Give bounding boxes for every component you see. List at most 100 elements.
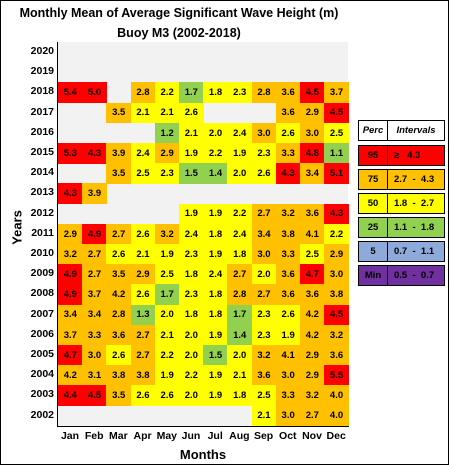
heatmap-cell: 2.5 — [251, 385, 277, 407]
heatmap-cell: 1.7 — [227, 304, 253, 326]
y-axis-line — [57, 42, 58, 427]
y-tick-label: 2013 — [30, 186, 54, 199]
heatmap-cell: 2.6 — [130, 385, 156, 407]
heatmap-cell: 1.9 — [154, 244, 180, 265]
heatmap-cell: 1.9 — [203, 385, 228, 407]
heatmap-cell: 1.9 — [203, 203, 228, 225]
heatmap-cell: 2.6 — [275, 304, 301, 326]
heatmap-cell: 1.3 — [130, 304, 156, 326]
heatmap-cell: 2.0 — [251, 264, 277, 285]
heatmap-cell: 4.5 — [324, 304, 349, 326]
heatmap-cell: 4.2 — [106, 284, 132, 306]
heatmap-cell: 3.3 — [82, 324, 107, 346]
x-axis-title: Months — [179, 447, 227, 462]
heatmap-cell: 2.1 — [154, 324, 180, 346]
heatmap-cell: 3.9 — [82, 183, 107, 205]
heatmap-cell: 2.4 — [227, 122, 253, 144]
heatmap-cell: 2.3 — [154, 163, 180, 184]
x-tick-label: Sep — [253, 430, 274, 442]
heatmap-cell: 2.0 — [179, 324, 204, 346]
heatmap-cell: 2.6 — [106, 244, 132, 265]
heatmap-cell: 3.6 — [275, 102, 301, 124]
heatmap-cell: 3.0 — [82, 345, 107, 366]
heatmap-cell: 2.5 — [130, 163, 156, 184]
heatmap-cell: 2.9 — [130, 264, 156, 285]
heatmap-cell: 2.9 — [300, 102, 325, 124]
heatmap-cell: 2.7 — [251, 284, 277, 306]
y-tick-label: 2010 — [30, 247, 54, 259]
legend-perc: Min — [358, 265, 388, 286]
heatmap-cell: 2.0 — [203, 122, 228, 144]
heatmap-cell: 2.6 — [106, 345, 132, 366]
y-tick-label: 2020 — [30, 45, 54, 57]
heatmap-cell: 2.9 — [324, 244, 349, 265]
heatmap-cell: 2.5 — [300, 244, 325, 265]
heatmap-cell: 2.1 — [227, 365, 253, 386]
legend-interval: 1.1 - 1.8 — [388, 217, 445, 238]
heatmap-cell: 4.3 — [275, 163, 301, 184]
heatmap-cell: 3.2 — [275, 203, 301, 225]
y-tick-label: 2002 — [30, 408, 54, 421]
heatmap-cell: 2.8 — [227, 284, 253, 306]
legend-interval: 2.7 - 4.3 — [388, 169, 445, 190]
y-axis-title: Years — [9, 210, 25, 245]
legend-interval: 0.5 - 0.7 — [388, 265, 445, 286]
heatmap-cell: 2.6 — [251, 163, 277, 184]
heatmap-cell: 2.0 — [179, 345, 204, 366]
heatmap-cell: 1.8 — [227, 244, 253, 265]
heatmap-cell: 2.2 — [154, 82, 180, 104]
x-tick-label: Jan — [60, 430, 80, 442]
legend-interval: 0.7 - 1.1 — [388, 241, 445, 262]
heatmap-cell: 3.8 — [275, 223, 301, 245]
heatmap-cell: 2.6 — [179, 102, 204, 124]
y-tick-label: 2003 — [30, 388, 54, 401]
heatmap-cell: 2.2 — [179, 365, 204, 386]
heatmap-cell: 1.4 — [203, 163, 228, 184]
heatmap-cell: 2.6 — [130, 284, 156, 306]
y-tick-label: 2005 — [30, 348, 54, 360]
heatmap-cell: 2.1 — [130, 102, 156, 124]
legend-header: Perc Intervals — [358, 120, 445, 141]
legend-perc: 25 — [358, 217, 388, 238]
heatmap-cell: 1.8 — [203, 223, 228, 245]
heatmap-cell: 4.2 — [300, 304, 325, 326]
heatmap-cell: 5.3 — [58, 143, 83, 164]
legend-perc: 95 — [358, 145, 388, 166]
heatmap-cell: 3.2 — [300, 385, 325, 407]
heatmap-cell: 2.7 — [130, 345, 156, 366]
legend-row: 50 1.8 - 2.7 — [358, 193, 445, 214]
heatmap-cell: 2.9 — [300, 345, 325, 366]
heatmap-cell: 1.9 — [179, 143, 204, 164]
legend-row: 75 2.7 - 4.3 — [358, 169, 445, 190]
chart-subtitle: Buoy M3 (2002-2018) — [117, 26, 241, 40]
heatmap-cell: 2.0 — [179, 385, 204, 407]
heatmap-cell: 4.4 — [58, 385, 83, 407]
heatmap-cell: 4.2 — [58, 365, 83, 386]
heatmap-cell: 2.9 — [154, 143, 180, 164]
x-tick-label: Feb — [84, 430, 104, 442]
heatmap-cell: 2.7 — [227, 264, 253, 285]
y-tick-label: 2019 — [30, 65, 54, 78]
heatmap-cell: 4.5 — [300, 82, 325, 104]
x-tick-label: Oct — [279, 430, 297, 442]
y-tick-label: 2018 — [30, 85, 54, 98]
x-tick-label: Nov — [302, 430, 322, 442]
heatmap-cell: 2.8 — [106, 304, 132, 326]
heatmap-cell: 2.6 — [130, 223, 156, 245]
heatmap-cell: 3.4 — [58, 304, 83, 326]
heatmap-cell: 1.4 — [227, 324, 253, 346]
heatmap-cell: 3.8 — [106, 365, 132, 386]
legend-row: 95 ≥ 4.3 — [358, 145, 445, 166]
heatmap-cell: 1.1 — [324, 143, 349, 164]
heatmap-cell: 3.8 — [324, 284, 349, 306]
heatmap-cell: 3.5 — [106, 385, 132, 407]
heatmap-cell: 3.5 — [106, 264, 132, 285]
heatmap-cell: 1.5 — [179, 163, 204, 184]
heatmap-cell: 4.5 — [324, 102, 349, 124]
heatmap-cell: 2.4 — [179, 223, 204, 245]
heatmap-cell: 2.2 — [324, 223, 349, 245]
heatmap-cell: 3.3 — [275, 244, 301, 265]
heatmap-cell: 3.5 — [106, 102, 132, 124]
y-tick-label: 2009 — [30, 267, 54, 280]
y-tick-label: 2017 — [30, 105, 54, 118]
